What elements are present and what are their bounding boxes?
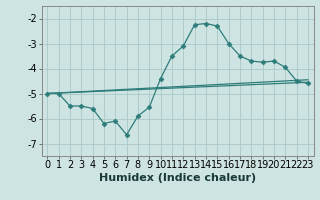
X-axis label: Humidex (Indice chaleur): Humidex (Indice chaleur) <box>99 173 256 183</box>
